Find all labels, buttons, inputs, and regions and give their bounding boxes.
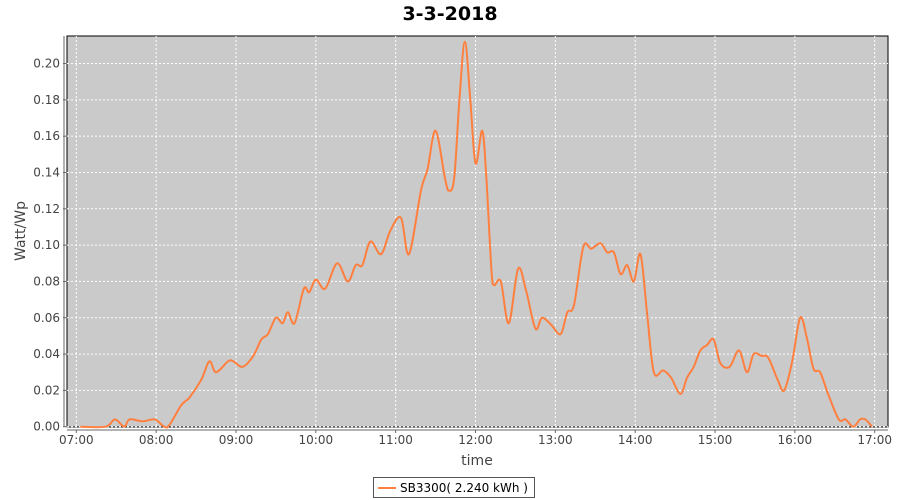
x-tick-label: 10:00 [299,433,334,447]
y-tick-label: 0.04 [33,347,60,361]
x-tick-label: 11:00 [378,433,413,447]
x-tick-label: 15:00 [698,433,733,447]
x-tick-label: 17:00 [857,433,892,447]
x-tick-label: 09:00 [219,433,254,447]
y-tick-label: 0.10 [33,238,60,252]
x-tick-label: 12:00 [458,433,493,447]
x-tick-label: 16:00 [778,433,813,447]
y-tick-label: 0.16 [33,129,60,143]
y-tick-label: 0.00 [33,420,60,434]
x-axis-label: time [461,453,493,469]
plot-area [66,35,889,428]
series-line [80,40,873,429]
legend-label: SB3300( 2.240 kWh ) [400,480,528,495]
y-tick-label: 0.14 [33,165,60,179]
y-tick-label: 0.02 [33,383,60,397]
x-tick-label: 08:00 [139,433,174,447]
y-tick-label: 0.06 [33,311,60,325]
y-tick-label: 0.12 [33,202,60,216]
y-tick-label: 0.18 [33,93,60,107]
x-tick-label: 14:00 [618,433,653,447]
y-axis-label: Watt/Wp [13,201,29,261]
y-tick-label: 0.08 [33,274,60,288]
legend: SB3300( 2.240 kWh ) [373,477,535,498]
x-tick-label: 13:00 [538,433,573,447]
x-tick-label: 07:00 [59,433,94,447]
chart-title: 3-3-2018 [402,3,498,25]
legend-swatch [378,486,396,489]
y-tick-label: 0.20 [33,57,60,71]
